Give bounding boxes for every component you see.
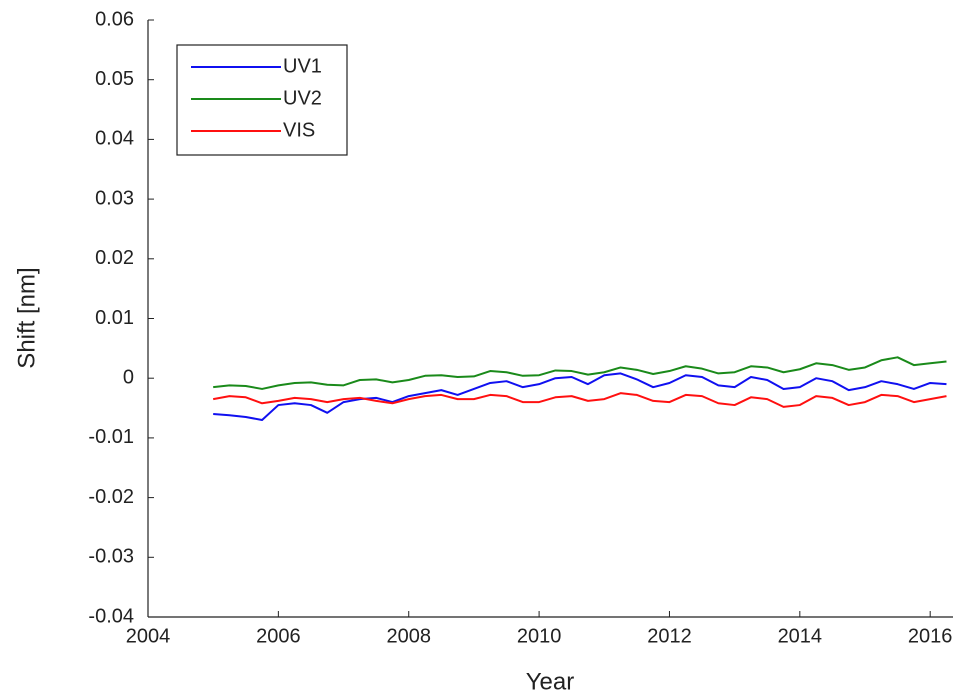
y-tick-label: 0.03 (95, 187, 134, 209)
y-tick-label: 0.06 (95, 8, 134, 30)
y-tick-label: 0.02 (95, 247, 134, 269)
series-line (213, 372, 947, 421)
legend-label: UV2 (283, 87, 322, 109)
y-tick-label: 0.05 (95, 68, 134, 90)
y-tick-label: -0.02 (88, 486, 134, 508)
legend-label: UV1 (283, 55, 322, 77)
x-tick-label: 2006 (256, 625, 301, 647)
series-line (213, 356, 947, 390)
y-tick-label: -0.04 (88, 605, 134, 627)
x-tick-label: 2016 (908, 625, 953, 647)
y-tick-label: 0 (123, 366, 134, 388)
series-line (212, 392, 947, 408)
y-tick-label: 0.04 (95, 128, 134, 150)
y-tick-label: -0.01 (88, 426, 134, 448)
y-tick-label: 0.01 (95, 307, 134, 329)
y-axis-label: Shift [nm] (13, 267, 40, 368)
x-tick-label: 2008 (386, 625, 431, 647)
y-tick-label: -0.03 (88, 546, 134, 568)
x-tick-label: 2014 (778, 625, 823, 647)
x-tick-label: 2010 (517, 625, 562, 647)
x-axis-label: Year (526, 668, 575, 695)
x-tick-label: 2004 (126, 625, 171, 647)
x-tick-label: 2012 (647, 625, 692, 647)
legend-label: VIS (283, 119, 315, 141)
